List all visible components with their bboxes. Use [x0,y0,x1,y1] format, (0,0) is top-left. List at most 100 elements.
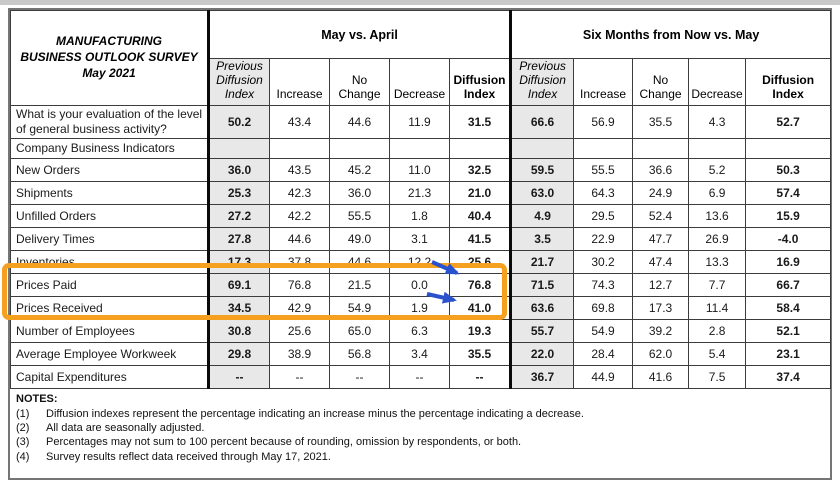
value-cell: 47.4 [632,250,690,275]
value-cell: 66.7 [745,273,832,298]
value-cell: 27.2 [207,204,270,229]
value-cell: 43.5 [269,158,330,183]
row-label: Average Employee Workweek [10,342,209,367]
value-cell [207,138,270,160]
value-cell: 17.3 [207,250,270,275]
value-cell: 36.0 [329,181,390,206]
report-title-line1: MANUFACTURING [56,34,162,49]
value-cell: 16.9 [745,250,832,275]
row-label: Shipments [10,181,209,206]
table-row: What is your evaluation of the level of … [10,105,832,140]
value-cell: 27.8 [207,227,270,252]
col-header-may-no-change: No Change [329,57,390,107]
column-header-row: Previous Diffusion Index Increase No Cha… [11,57,832,107]
value-cell: 49.0 [329,227,390,252]
col-header-may-previous-diffusion-index: Previous Diffusion Index [207,57,270,107]
value-cell: 28.4 [573,342,634,367]
value-cell: 36.7 [509,365,575,390]
row-label: What is your evaluation of the level of … [10,105,209,140]
value-cell: 54.9 [329,296,390,321]
value-cell: 7.7 [688,273,747,298]
row-label: Capital Expenditures [10,365,209,390]
value-cell: 41.6 [632,365,690,390]
value-cell [573,138,634,160]
value-cell: 74.3 [573,273,634,298]
table-row: Number of Employees 30.8 25.6 65.0 6.3 19.3 55… [10,319,832,344]
value-cell: 52.4 [632,204,690,229]
value-cell: 1.9 [389,296,450,321]
value-cell: 59.5 [509,158,575,183]
value-cell: 2.8 [688,319,747,344]
value-cell: 13.6 [688,204,747,229]
col-header-may-decrease: Decrease [389,57,450,107]
value-cell [269,138,330,160]
row-label: Prices Paid [10,273,209,298]
value-cell [688,138,747,160]
table-row: Delivery Times 27.8 44.6 49.0 3.1 41.5 3.5 22.9… [10,227,832,252]
value-cell: 69.8 [573,296,634,321]
value-cell: 17.3 [632,296,690,321]
value-cell: 55.7 [509,319,575,344]
value-cell [745,138,832,160]
value-cell: 25.6 [269,319,330,344]
value-cell: 36.0 [207,158,270,183]
note-item: (3) Percentages may not sum to 100 perce… [16,436,522,449]
note-item: (2) All data are seasonally adjusted. [16,422,205,435]
value-cell: 50.2 [207,105,270,140]
value-cell: 63.6 [509,296,575,321]
value-cell: 25.6 [448,250,512,275]
value-cell: 58.4 [745,296,832,321]
col-header-may-increase: Increase [269,57,330,107]
value-cell: 42.9 [269,296,330,321]
table-row: Prices Received 34.5 42.9 54.9 1.9 41.0 63.6 69… [10,296,832,321]
value-cell: 64.3 [573,181,634,206]
table-row: New Orders 36.0 43.5 45.2 11.0 32.5 59.5 55.5 36… [10,158,832,183]
value-cell: 3.5 [509,227,575,252]
col-header-may-diffusion-index: Diffusion Index [448,57,512,107]
value-cell: 42.3 [269,181,330,206]
value-cell: 22.0 [509,342,575,367]
value-cell: 12.2 [389,250,450,275]
value-cell: 55.5 [329,204,390,229]
value-cell: 47.7 [632,227,690,252]
page-top-strip [0,0,840,5]
value-cell: 52.1 [745,319,832,344]
col-header-six-diffusion-index: Diffusion Index [745,57,832,107]
value-cell: 0.0 [389,273,450,298]
table-row: Capital Expenditures -- -- -- -- -- 36.7 44.9 41… [10,365,832,390]
value-cell: 11.9 [389,105,450,140]
value-cell [389,138,450,160]
value-cell: 29.8 [207,342,270,367]
value-cell: 50.3 [745,158,832,183]
value-cell: 25.3 [207,181,270,206]
value-cell: 35.5 [632,105,690,140]
value-cell: 11.4 [688,296,747,321]
row-label: Company Business Indicators [10,138,209,160]
value-cell: -- [329,365,390,390]
value-cell: 31.5 [448,105,512,140]
value-cell: 7.5 [688,365,747,390]
value-cell: 69.1 [207,273,270,298]
note-item: (4) Survey results reflect data received… [16,450,331,463]
value-cell: 34.5 [207,296,270,321]
value-cell: 3.1 [389,227,450,252]
notes-list: (1) Diffusion indexes represent the perc… [16,407,822,464]
value-cell: 56.9 [573,105,634,140]
value-cell: 41.0 [448,296,512,321]
value-cell: 15.9 [745,204,832,229]
value-cell: -- [207,365,270,390]
value-cell: 44.9 [573,365,634,390]
value-cell: 52.7 [745,105,832,140]
value-cell: 56.8 [329,342,390,367]
value-cell [509,138,575,160]
value-cell: 1.8 [389,204,450,229]
group-header-six-months: Six Months from Now vs. May [509,10,832,59]
value-cell: 4.3 [688,105,747,140]
value-cell: 66.6 [509,105,575,140]
value-cell: 55.5 [573,158,634,183]
value-cell: 57.4 [745,181,832,206]
value-cell: 65.0 [329,319,390,344]
row-label: Unfilled Orders [10,204,209,229]
value-cell: 12.7 [632,273,690,298]
value-cell: 5.2 [688,158,747,183]
